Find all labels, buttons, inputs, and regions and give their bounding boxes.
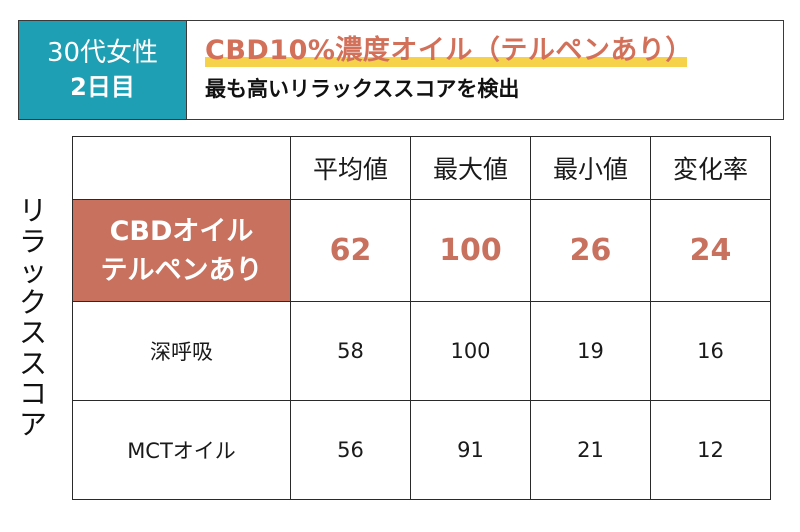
- table-row-deep-breathing: 深呼吸 58 100 19 16: [72, 301, 771, 401]
- header-box: 30代女性 2日目 CBD10%濃度オイル（テルペンあり） 最も高いリラックスス…: [18, 20, 784, 120]
- header-text: CBD10%濃度オイル（テルペンあり） 最も高いリラックススコアを検出: [186, 21, 783, 119]
- column-header-average: 平均値: [290, 136, 411, 200]
- row-label-mct-oil: MCTオイル: [72, 400, 291, 500]
- axis-char: ス: [18, 346, 47, 380]
- cell-average: 58: [290, 301, 411, 401]
- axis-char: ッ: [18, 255, 47, 288]
- axis-char: コ: [18, 377, 47, 410]
- table-row-cbd-oil: CBDオイル テルペンあり 62 100 26 24: [72, 199, 771, 302]
- cell-min: 26: [530, 199, 651, 302]
- row-label-cbd-oil: CBDオイル テルペンあり: [72, 199, 291, 302]
- column-header-change-rate: 変化率: [650, 136, 771, 200]
- corner-cell: [72, 136, 291, 200]
- axis-char: ア: [18, 407, 47, 441]
- axis-char: ス: [18, 316, 47, 349]
- axis-char: リ: [18, 194, 47, 227]
- headline-highlight: [205, 57, 687, 67]
- row-label-deep-breathing: 深呼吸: [72, 301, 291, 401]
- row-label-line2: テルペンあり: [100, 254, 263, 286]
- cell-max: 100: [410, 199, 531, 302]
- column-header-max: 最大値: [410, 136, 531, 200]
- axis-char: ク: [18, 285, 47, 319]
- headline-wrap: CBD10%濃度オイル（テルペンあり）: [205, 33, 693, 69]
- vertical-axis-label: リ ラ ッ ク ス ス コ ア: [18, 194, 48, 441]
- cell-min: 19: [530, 301, 651, 401]
- cell-change-rate: 16: [650, 301, 771, 401]
- axis-char: ラ: [18, 224, 47, 258]
- cell-max: 100: [410, 301, 531, 401]
- cell-max: 91: [410, 400, 531, 500]
- cell-min: 21: [530, 400, 651, 500]
- cell-average: 62: [290, 199, 411, 302]
- table-header-row: 平均値 最大値 最小値 変化率: [72, 136, 771, 200]
- score-table: 平均値 最大値 最小値 変化率 CBDオイル テルペンあり 62 100 26 …: [72, 136, 771, 500]
- badge-day: 2日目: [70, 73, 135, 101]
- badge-demographic: 30代女性: [46, 38, 159, 68]
- row-label-line1: CBDオイル: [109, 215, 254, 247]
- cell-change-rate: 12: [650, 400, 771, 500]
- table-row-mct-oil: MCTオイル 56 91 21 12: [72, 400, 771, 500]
- headline: CBD10%濃度オイル（テルペンあり）: [205, 35, 693, 66]
- profile-badge: 30代女性 2日目: [19, 21, 186, 119]
- cell-change-rate: 24: [650, 199, 771, 302]
- subline: 最も高いリラックススコアを検出: [205, 77, 520, 101]
- column-header-min: 最小値: [530, 136, 651, 200]
- cell-average: 56: [290, 400, 411, 500]
